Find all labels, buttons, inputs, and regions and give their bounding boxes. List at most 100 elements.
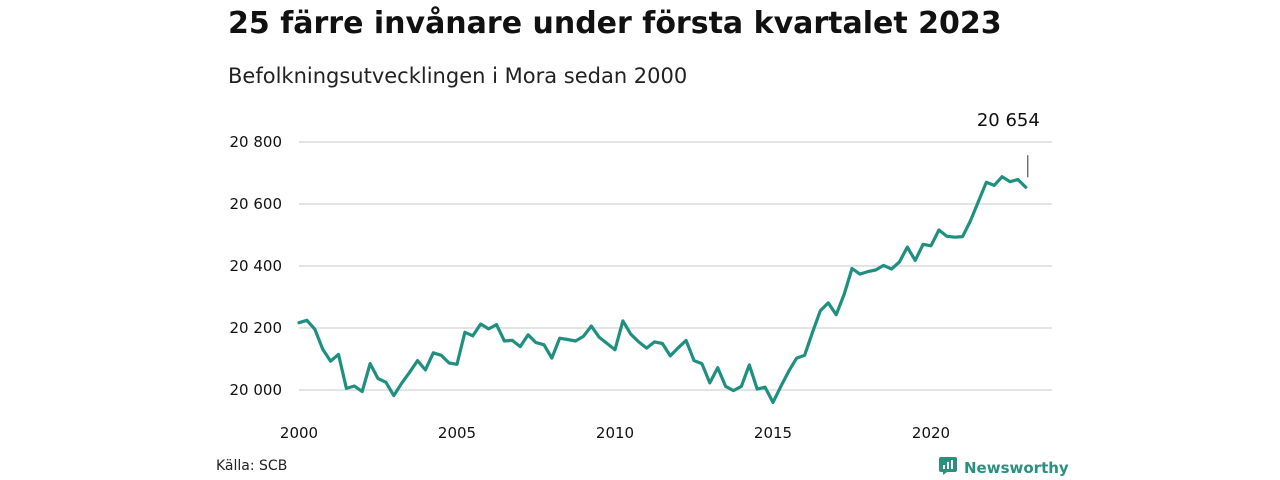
data-point xyxy=(693,359,695,362)
y-tick-label: 20 000 xyxy=(230,381,283,399)
data-point xyxy=(930,244,932,247)
data-point xyxy=(432,351,435,354)
data-point xyxy=(629,333,632,336)
data-point xyxy=(456,363,458,366)
data-point xyxy=(503,340,506,342)
series-group xyxy=(297,175,1028,404)
data-point xyxy=(313,328,316,331)
x-tick-label: 2020 xyxy=(912,424,950,442)
data-point xyxy=(953,236,956,239)
brand-logo[interactable]: Newsworthy xyxy=(938,456,1069,480)
newsworthy-logo-icon xyxy=(938,456,958,480)
series-line xyxy=(297,175,1028,404)
grid-lines xyxy=(299,141,1052,391)
data-point xyxy=(1024,186,1027,189)
data-point xyxy=(661,342,664,345)
data-point xyxy=(305,319,308,322)
data-point xyxy=(487,327,490,330)
data-point xyxy=(779,385,782,388)
brand-name: Newsworthy xyxy=(964,459,1069,477)
data-point xyxy=(298,321,300,324)
y-tick-label: 20 800 xyxy=(230,133,283,151)
data-point xyxy=(937,229,940,231)
data-point xyxy=(369,362,372,365)
data-point xyxy=(708,381,711,384)
source-note: Källa: SCB xyxy=(216,458,288,474)
data-point xyxy=(527,333,530,336)
data-point xyxy=(898,261,901,263)
data-point xyxy=(535,341,537,344)
data-point xyxy=(827,301,830,304)
data-point xyxy=(1016,178,1019,181)
data-point xyxy=(669,354,672,357)
data-point xyxy=(519,345,522,348)
data-point xyxy=(969,219,972,222)
y-tick-label: 20 400 xyxy=(230,257,283,275)
data-point xyxy=(890,268,893,271)
data-point xyxy=(922,243,925,246)
data-point xyxy=(819,309,822,312)
data-point xyxy=(448,362,451,364)
data-point xyxy=(811,331,814,334)
data-point xyxy=(550,357,553,360)
data-point xyxy=(685,339,688,342)
data-point xyxy=(598,336,601,339)
data-point xyxy=(677,346,680,349)
annotation-label: 20 654 xyxy=(977,110,1040,131)
data-point xyxy=(479,323,482,325)
data-point xyxy=(985,181,988,184)
x-tick-label: 2010 xyxy=(596,424,634,442)
data-point xyxy=(542,343,545,346)
data-point xyxy=(621,319,624,322)
data-point xyxy=(582,335,585,338)
data-point xyxy=(740,385,743,388)
data-point xyxy=(614,348,616,351)
data-point xyxy=(511,339,514,342)
data-point xyxy=(377,377,379,380)
data-point xyxy=(874,269,877,271)
data-point xyxy=(787,370,790,373)
data-point xyxy=(1009,180,1011,183)
data-point xyxy=(424,368,427,371)
data-point xyxy=(653,340,656,343)
data-point xyxy=(866,270,869,273)
data-point xyxy=(321,348,324,351)
data-point xyxy=(961,235,964,238)
data-point xyxy=(361,390,364,393)
annotation-group: 20 654 xyxy=(977,110,1040,178)
data-point xyxy=(803,354,806,357)
data-point xyxy=(772,401,774,404)
data-point xyxy=(843,293,846,296)
data-point xyxy=(914,259,917,262)
data-point xyxy=(440,354,443,357)
x-tick-label: 2015 xyxy=(754,424,792,442)
data-point xyxy=(882,264,885,267)
data-point xyxy=(416,359,419,362)
chart-title: 25 färre invånare under första kvartalet… xyxy=(228,6,1002,41)
data-point xyxy=(835,313,838,316)
y-axis-tick-labels: 20 000 20 200 20 400 20 600 20 800 xyxy=(230,133,283,399)
data-point xyxy=(463,331,466,334)
x-tick-label: 2000 xyxy=(280,424,318,442)
data-point xyxy=(590,325,593,328)
data-point xyxy=(945,235,948,238)
chart-subtitle: Befolkningsutvecklingen i Mora sedan 200… xyxy=(228,64,688,88)
data-point xyxy=(977,200,980,203)
data-point xyxy=(732,389,735,392)
data-point xyxy=(329,360,332,363)
data-point xyxy=(345,387,348,390)
data-point xyxy=(574,340,577,342)
y-tick-label: 20 200 xyxy=(230,319,283,337)
x-axis-tick-labels: 2000 2005 2010 2015 2020 xyxy=(280,424,950,442)
data-point xyxy=(337,353,340,356)
data-point xyxy=(637,340,640,343)
data-point xyxy=(384,381,387,384)
data-point xyxy=(756,388,759,391)
data-point xyxy=(858,273,861,276)
data-point xyxy=(700,362,703,365)
data-point xyxy=(400,382,403,385)
data-point xyxy=(495,323,498,326)
data-point xyxy=(606,342,609,345)
data-point xyxy=(748,363,751,366)
